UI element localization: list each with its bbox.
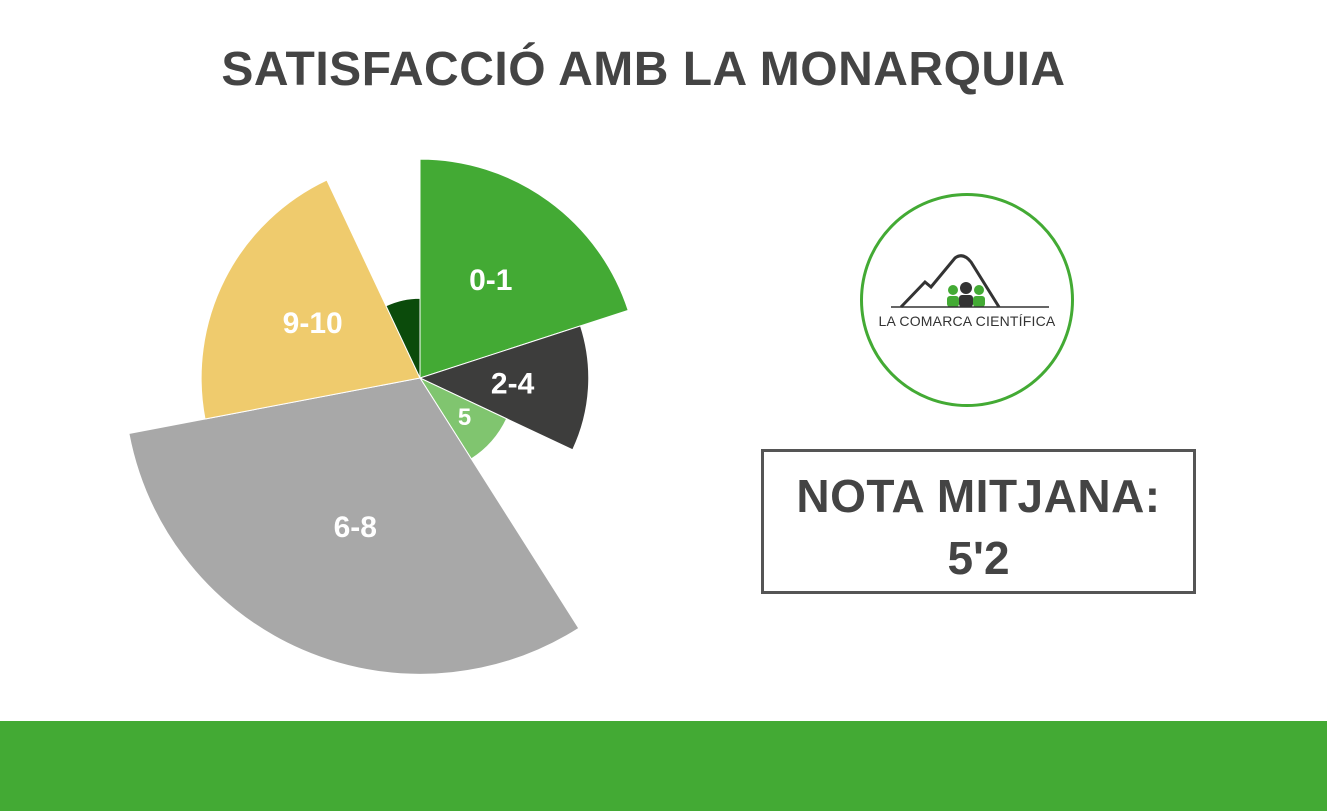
slice-label-5: 5 bbox=[458, 404, 471, 431]
slice-unlabeled-5 bbox=[385, 297, 421, 379]
slice-9-10 bbox=[200, 179, 421, 420]
average-score-label: NOTA MITJANA: bbox=[796, 470, 1161, 522]
slice-label-6-8: 6-8 bbox=[334, 511, 377, 544]
logo: LA COMARCA CIENTÍFICA bbox=[860, 193, 1074, 407]
slice-2-4 bbox=[418, 325, 590, 451]
slice-label-9-10: 9-10 bbox=[283, 307, 343, 340]
logo-text: LA COMARCA CIENTÍFICA bbox=[878, 313, 1056, 329]
mountain-people-icon bbox=[891, 254, 1049, 309]
average-score-box: NOTA MITJANA: 5'2 bbox=[761, 449, 1196, 594]
footer-band bbox=[0, 721, 1327, 811]
slice-0-1 bbox=[419, 158, 629, 379]
average-score-value: 5'2 bbox=[947, 532, 1010, 584]
chart-title: SATISFACCIÓ AMB LA MONARQUIA bbox=[221, 43, 1066, 96]
slice-label-2-4: 2-4 bbox=[491, 367, 535, 400]
slice-label-0-1: 0-1 bbox=[469, 264, 512, 297]
polar-area-chart: 0-1 2-4 5 6-8 9-10 bbox=[128, 158, 629, 675]
slice-6-8 bbox=[128, 377, 580, 675]
